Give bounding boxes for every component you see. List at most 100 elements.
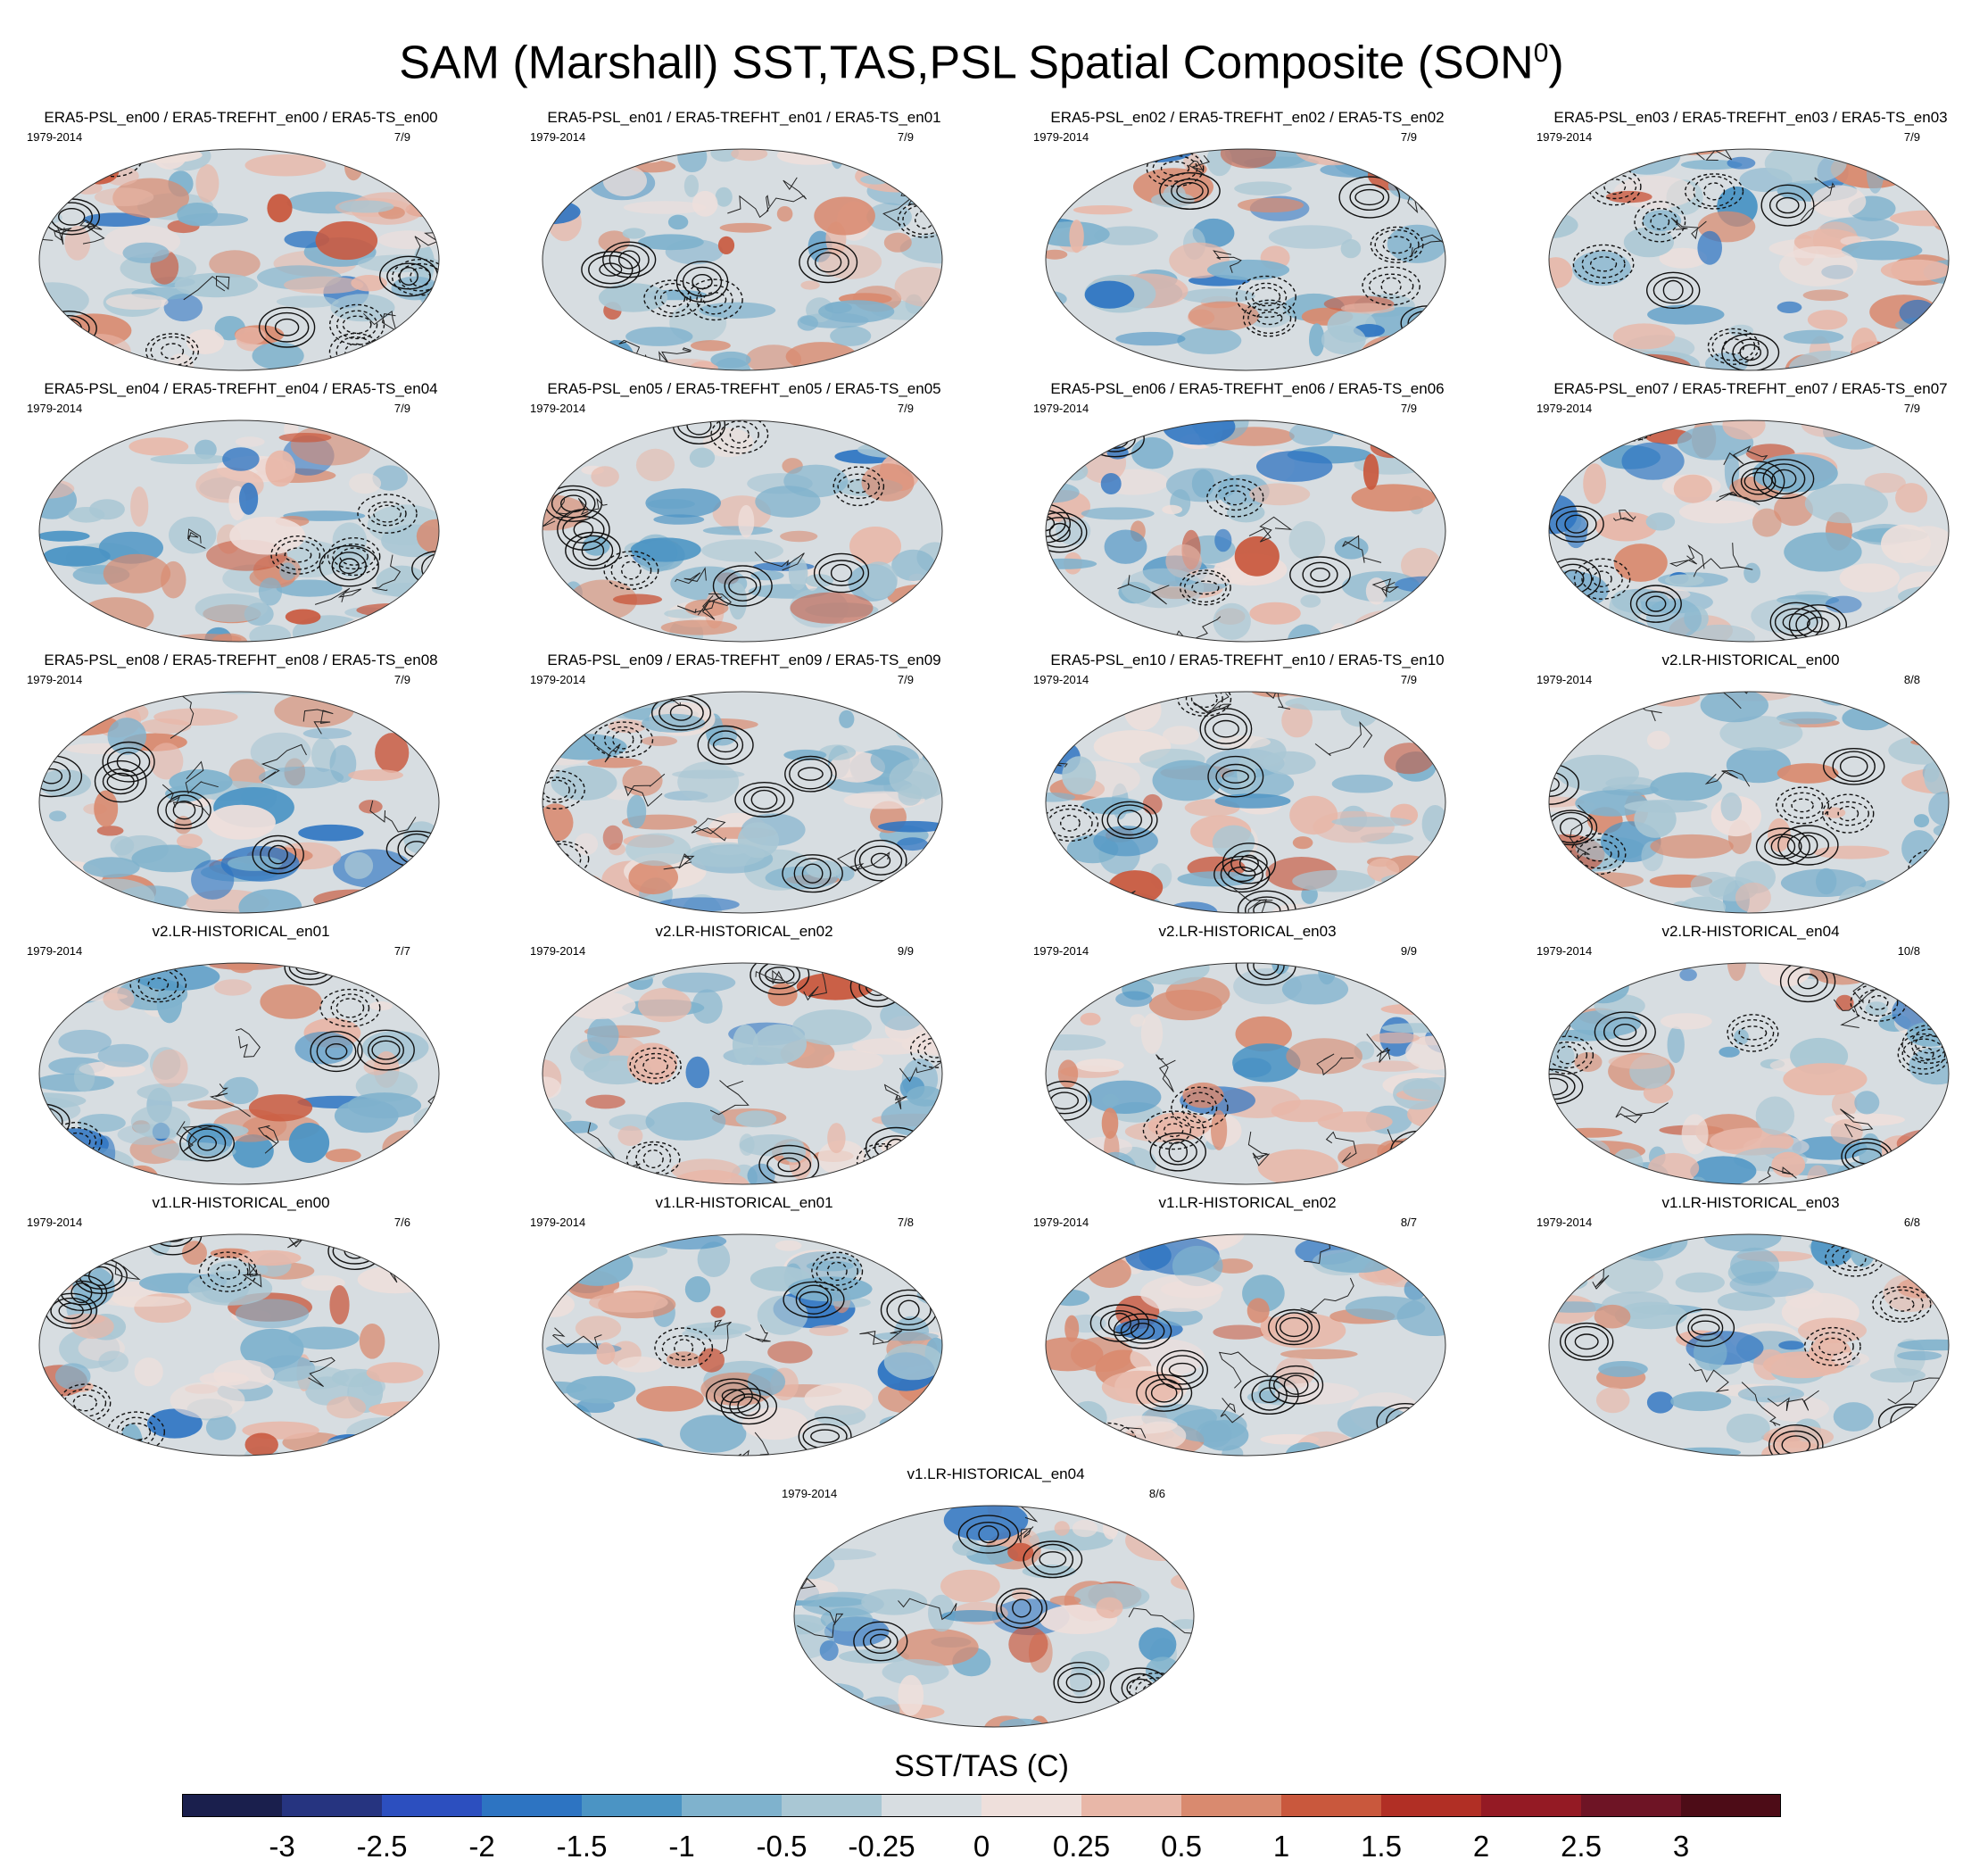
- map-panel: ERA5-PSL_en00 / ERA5-TREFHT_en00 / ERA5-…: [9, 109, 473, 380]
- map-panel: v2.LR-HISTORICAL_en00 1979-2014 8/8: [1519, 652, 1963, 923]
- colorbar-swatch: [682, 1794, 782, 1817]
- panel-title: ERA5-PSL_en04 / ERA5-TREFHT_en04 / ERA5-…: [44, 380, 438, 397]
- map-svg: [1045, 1233, 1446, 1457]
- map-panel: v1.LR-HISTORICAL_en01 1979-2014 7/8: [512, 1194, 976, 1465]
- panel-count: 9/9: [897, 944, 914, 958]
- panel-title: v1.LR-HISTORICAL_en01: [655, 1194, 833, 1211]
- panel-title: v2.LR-HISTORICAL_en00: [1661, 652, 1840, 668]
- colorbar-swatch: [1381, 1794, 1481, 1817]
- panel-title: v1.LR-HISTORICAL_en00: [152, 1194, 330, 1211]
- map-panel: ERA5-PSL_en06 / ERA5-TREFHT_en06 / ERA5-…: [1015, 380, 1479, 652]
- map-panel: ERA5-PSL_en04 / ERA5-TREFHT_en04 / ERA5-…: [9, 380, 473, 652]
- colorbar-swatch: [1281, 1794, 1381, 1817]
- panel-period: 1979-2014: [1033, 130, 1089, 144]
- panel-count: 7/9: [897, 130, 914, 144]
- panel-title: v2.LR-HISTORICAL_en04: [1661, 923, 1840, 940]
- panel-period: 1979-2014: [1536, 944, 1593, 958]
- colorbar-swatch: [282, 1794, 382, 1817]
- colorbar: [182, 1794, 1781, 1817]
- map-svg: [542, 691, 943, 914]
- panel-period: 1979-2014: [1033, 1216, 1089, 1229]
- panel-title: ERA5-PSL_en06 / ERA5-TREFHT_en06 / ERA5-…: [1050, 380, 1445, 397]
- panel-count: 7/9: [897, 673, 914, 686]
- colorbar-swatch: [882, 1794, 981, 1817]
- map-svg: [38, 691, 440, 914]
- map-panel: ERA5-PSL_en01 / ERA5-TREFHT_en01 / ERA5-…: [512, 109, 976, 380]
- panel-period: 1979-2014: [782, 1487, 838, 1500]
- colorbar-tick-label: -1.5: [556, 1830, 608, 1863]
- colorbar-swatch: [782, 1794, 882, 1817]
- panel-count: 7/9: [393, 673, 410, 686]
- map-svg: [1548, 1233, 1950, 1457]
- colorbar-tick-label: -0.5: [756, 1830, 808, 1863]
- map-panel: v2.LR-HISTORICAL_en04 1979-2014 10/8: [1519, 923, 1963, 1194]
- panel-period: 1979-2014: [1536, 402, 1593, 415]
- map-panel: ERA5-PSL_en08 / ERA5-TREFHT_en08 / ERA5-…: [9, 652, 473, 923]
- colorbar-tick-label: -0.25: [848, 1830, 915, 1863]
- map-svg: [1045, 148, 1446, 371]
- panel-period: 1979-2014: [27, 130, 83, 144]
- colorbar-swatch: [981, 1794, 1081, 1817]
- panel-title: ERA5-PSL_en07 / ERA5-TREFHT_en07 / ERA5-…: [1553, 380, 1948, 397]
- map-svg: [1045, 419, 1446, 643]
- panel-title: ERA5-PSL_en03 / ERA5-TREFHT_en03 / ERA5-…: [1553, 109, 1948, 126]
- panel-title: ERA5-PSL_en10 / ERA5-TREFHT_en10 / ERA5-…: [1050, 652, 1445, 668]
- panel-period: 1979-2014: [530, 1216, 586, 1229]
- map-svg: [1548, 419, 1950, 643]
- panel-count: 8/7: [1400, 1216, 1417, 1229]
- colorbar-swatch: [1181, 1794, 1281, 1817]
- colorbar-swatch: [1581, 1794, 1681, 1817]
- panel-count: 8/6: [1148, 1487, 1165, 1500]
- panel-count: 10/8: [1897, 944, 1920, 958]
- panel-count: 7/9: [393, 402, 410, 415]
- map-panel: v1.LR-HISTORICAL_en04 1979-2014 8/6: [764, 1465, 1228, 1737]
- map-panel: v1.LR-HISTORICAL_en03 1979-2014 6/8: [1519, 1194, 1963, 1465]
- map-panel: ERA5-PSL_en07 / ERA5-TREFHT_en07 / ERA5-…: [1519, 380, 1963, 652]
- panel-title: v2.LR-HISTORICAL_en03: [1158, 923, 1337, 940]
- panel-period: 1979-2014: [1033, 402, 1089, 415]
- panel-period: 1979-2014: [27, 1216, 83, 1229]
- colorbar-swatch: [482, 1794, 582, 1817]
- map-svg: [1045, 691, 1446, 914]
- map-panel: v1.LR-HISTORICAL_en00 1979-2014 7/6: [9, 1194, 473, 1465]
- colorbar-swatch: [1681, 1794, 1781, 1817]
- map-panel: v2.LR-HISTORICAL_en03 1979-2014 9/9: [1015, 923, 1479, 1194]
- panel-period: 1979-2014: [530, 402, 586, 415]
- map-svg: [542, 1233, 943, 1457]
- panel-title: v2.LR-HISTORICAL_en02: [655, 923, 833, 940]
- panel-title: ERA5-PSL_en09 / ERA5-TREFHT_en09 / ERA5-…: [547, 652, 941, 668]
- panel-period: 1979-2014: [530, 944, 586, 958]
- panel-period: 1979-2014: [27, 944, 83, 958]
- panel-count: 7/9: [1400, 130, 1417, 144]
- panel-title: v2.LR-HISTORICAL_en01: [152, 923, 330, 940]
- colorbar-swatch: [1481, 1794, 1581, 1817]
- map-panel: v1.LR-HISTORICAL_en02 1979-2014 8/7: [1015, 1194, 1479, 1465]
- panel-title: v1.LR-HISTORICAL_en03: [1661, 1194, 1840, 1211]
- panel-title: ERA5-PSL_en02 / ERA5-TREFHT_en02 / ERA5-…: [1050, 109, 1445, 126]
- map-svg: [793, 1505, 1195, 1728]
- map-svg: [38, 419, 440, 643]
- colorbar-tick-label: -1: [668, 1830, 695, 1863]
- colorbar-swatch: [382, 1794, 482, 1817]
- map-svg: [542, 419, 943, 643]
- colorbar-swatch: [582, 1794, 682, 1817]
- panel-count: 7/9: [1903, 402, 1920, 415]
- panel-count: 7/8: [897, 1216, 914, 1229]
- map-panel: ERA5-PSL_en09 / ERA5-TREFHT_en09 / ERA5-…: [512, 652, 976, 923]
- colorbar-tick-label: 0.5: [1161, 1830, 1202, 1863]
- panel-count: 7/6: [393, 1216, 410, 1229]
- colorbar-tick-label: -2: [468, 1830, 495, 1863]
- panel-title: ERA5-PSL_en00 / ERA5-TREFHT_en00 / ERA5-…: [44, 109, 438, 126]
- map-svg: [38, 962, 440, 1185]
- map-panel: ERA5-PSL_en10 / ERA5-TREFHT_en10 / ERA5-…: [1015, 652, 1479, 923]
- panel-period: 1979-2014: [1033, 673, 1089, 686]
- panel-title: ERA5-PSL_en08 / ERA5-TREFHT_en08 / ERA5-…: [44, 652, 438, 668]
- colorbar-tick-label: 0: [973, 1830, 990, 1863]
- panel-period: 1979-2014: [27, 673, 83, 686]
- map-panel: v2.LR-HISTORICAL_en01 1979-2014 7/7: [9, 923, 473, 1194]
- colorbar-label: SST/TAS (C): [894, 1749, 1069, 1783]
- panel-count: 7/9: [393, 130, 410, 144]
- panel-count: 9/9: [1400, 944, 1417, 958]
- panel-title: v1.LR-HISTORICAL_en02: [1158, 1194, 1337, 1211]
- map-panel: ERA5-PSL_en05 / ERA5-TREFHT_en05 / ERA5-…: [512, 380, 976, 652]
